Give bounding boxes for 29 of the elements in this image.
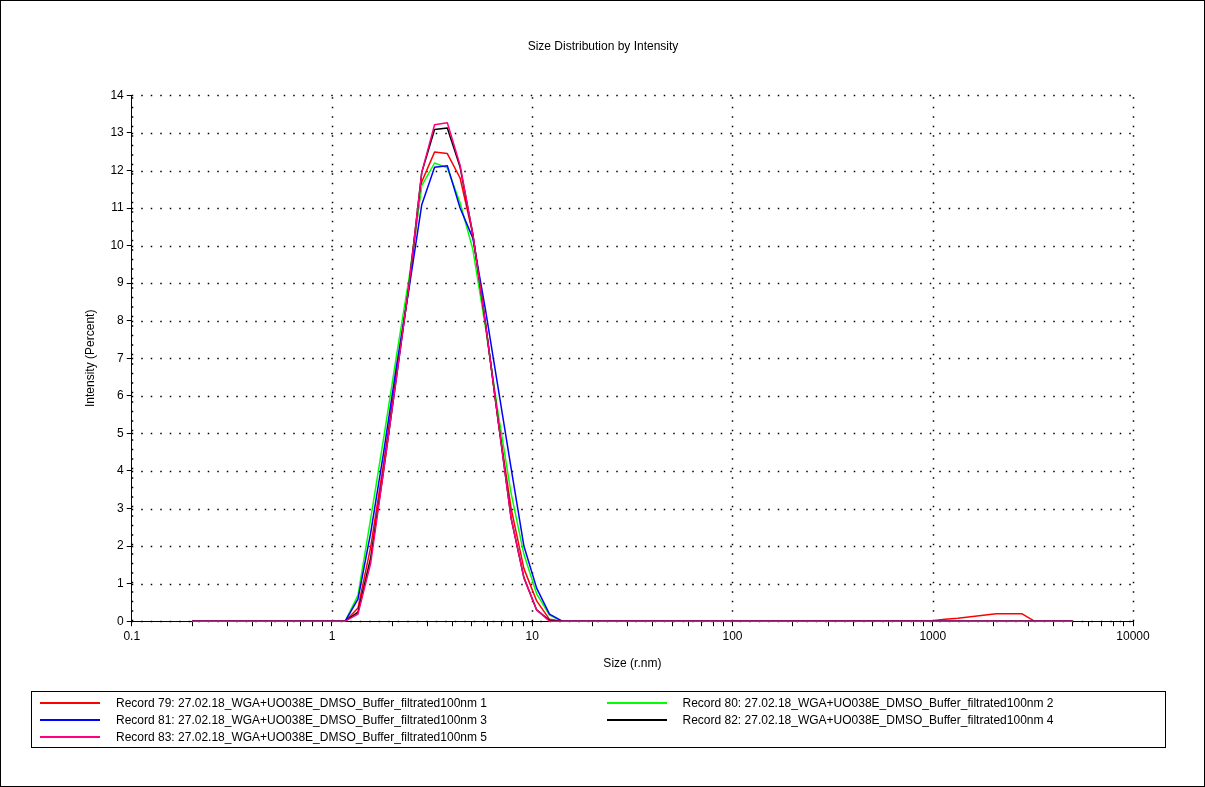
legend-label: Record 80: 27.02.18_WGA+UO038E_DMSO_Buffer_filtrated100nm 2 bbox=[682, 695, 1054, 710]
y-tick-label: 13 bbox=[110, 125, 125, 140]
y-tick-label: 2 bbox=[117, 538, 125, 553]
legend-label: Record 82: 27.02.18_WGA+UO038E_DMSO_Buffer_filtrated100nm 4 bbox=[682, 712, 1054, 727]
y-tick-label: 10 bbox=[110, 237, 125, 252]
y-tick-label: 0 bbox=[117, 613, 125, 628]
y-tick-label: 11 bbox=[111, 200, 125, 215]
y-tick-label: 1 bbox=[117, 575, 125, 590]
x-tick-label: 1000 bbox=[919, 628, 947, 643]
x-tick-label: 1 bbox=[328, 628, 336, 643]
legend-label: Record 79: 27.02.18_WGA+UO038E_DMSO_Buffer_filtrated100nm 1 bbox=[116, 695, 487, 710]
y-tick-label: 12 bbox=[110, 162, 125, 177]
y-tick-label: 4 bbox=[117, 463, 125, 478]
x-tick-label: 10 bbox=[525, 628, 540, 643]
chart-title: Size Distribution by Intensity bbox=[527, 38, 679, 53]
y-tick-label: 9 bbox=[117, 275, 125, 290]
x-tick-label: 0.1 bbox=[123, 628, 141, 643]
legend-label: Record 81: 27.02.18_WGA+UO038E_DMSO_Buffer_filtrated100nm 3 bbox=[116, 712, 487, 727]
y-tick-label: 6 bbox=[117, 388, 125, 403]
legend-label: Record 83: 27.02.18_WGA+UO038E_DMSO_Buffer_filtrated100nm 5 bbox=[116, 729, 487, 744]
x-tick-label: 100 bbox=[722, 628, 743, 643]
y-tick-label: 3 bbox=[117, 500, 125, 515]
y-tick-label: 7 bbox=[117, 350, 125, 365]
y-tick-label: 14 bbox=[110, 87, 125, 102]
x-tick-label: 10000 bbox=[1116, 628, 1151, 643]
y-tick-label: 8 bbox=[117, 313, 125, 328]
x-axis-title: Size (r.nm) bbox=[603, 656, 662, 671]
y-tick-label: 5 bbox=[117, 425, 125, 440]
y-axis-title: Intensity (Percent) bbox=[82, 309, 97, 407]
